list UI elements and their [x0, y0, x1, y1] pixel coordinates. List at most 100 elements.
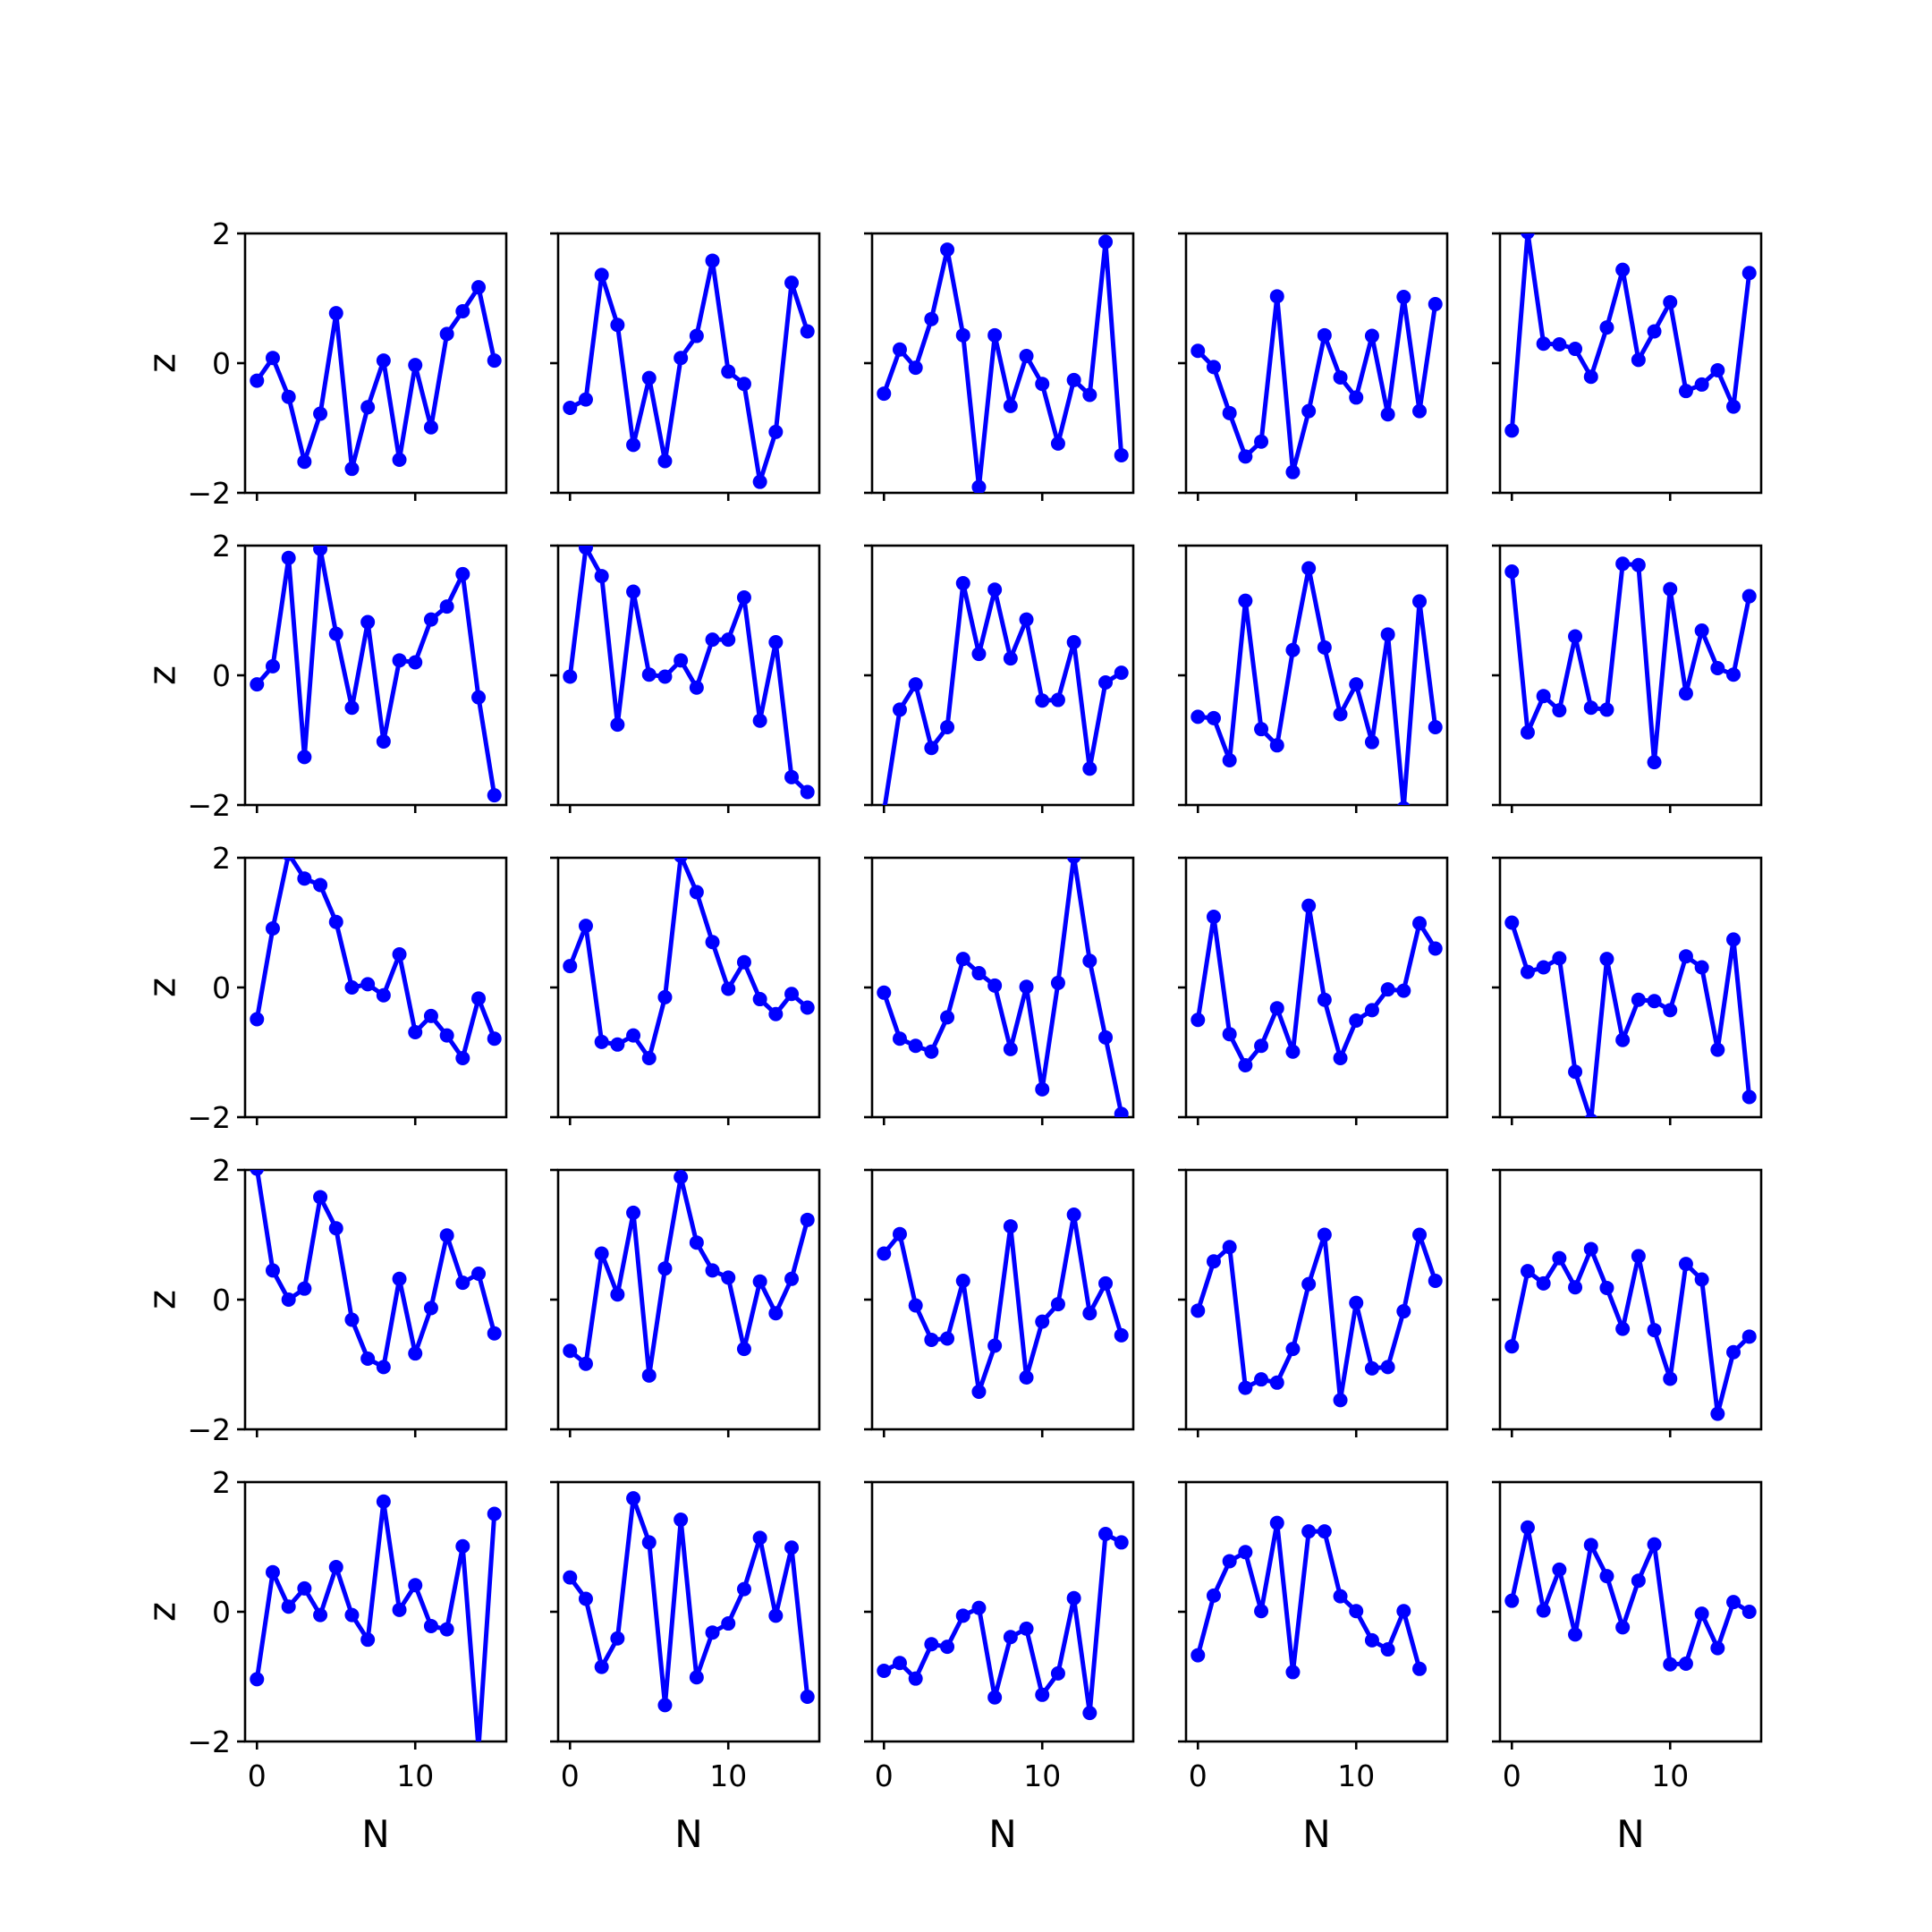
- data-point: [610, 717, 625, 733]
- data-point: [940, 1331, 955, 1346]
- y-axis-label: z: [140, 978, 184, 997]
- data-point: [1520, 724, 1535, 740]
- data-point: [736, 1581, 751, 1597]
- data-point: [1663, 1371, 1678, 1386]
- data-point: [1019, 1621, 1034, 1636]
- data-point: [1599, 952, 1614, 967]
- subplot-r2-c4: [1178, 544, 1449, 813]
- data-point: [626, 1205, 641, 1220]
- data-point: [250, 1170, 265, 1176]
- data-point: [674, 1170, 689, 1184]
- data-point: [1520, 964, 1535, 979]
- x-tick-label: 0: [248, 1758, 267, 1793]
- x-tick-label: 10: [1023, 1758, 1061, 1793]
- data-point: [721, 364, 736, 379]
- data-point: [1301, 1524, 1317, 1539]
- series-line: [567, 858, 809, 1061]
- data-point: [1710, 661, 1725, 676]
- data-point: [674, 1513, 689, 1528]
- subplot-r5-c2: 0 10N: [550, 1480, 821, 1856]
- data-point: [1035, 377, 1050, 392]
- data-point: [1726, 1595, 1741, 1610]
- data-point: [1647, 324, 1662, 339]
- data-point: [1412, 1227, 1428, 1242]
- y-tick-label: 0: [212, 970, 231, 1005]
- x-tick-label: 10: [1337, 1758, 1375, 1793]
- data-point: [752, 1274, 767, 1289]
- data-point: [1647, 755, 1662, 770]
- subplot-r3-c4: [1178, 856, 1449, 1125]
- subplot-r4-c5: [1492, 1168, 1763, 1437]
- data-point: [752, 474, 767, 489]
- subplot-r1-c2: [550, 232, 821, 501]
- data-point: [1238, 1380, 1253, 1395]
- data-point: [1504, 564, 1520, 579]
- series-group: [877, 234, 1129, 493]
- data-point: [360, 400, 376, 415]
- data-point: [1552, 1250, 1567, 1266]
- data-point: [1396, 290, 1411, 305]
- data-point: [768, 1306, 784, 1321]
- data-point: [657, 989, 673, 1004]
- data-point: [1726, 1344, 1741, 1360]
- y-tick-label: 0: [212, 346, 231, 381]
- y-tick-label: −2: [187, 1724, 231, 1759]
- data-point: [1599, 1569, 1614, 1584]
- data-point: [594, 267, 609, 283]
- data-point: [1003, 1630, 1018, 1645]
- series-line: [568, 1174, 810, 1378]
- y-tick-label: 2: [212, 1465, 231, 1500]
- data-point: [1568, 342, 1583, 357]
- data-point: [1710, 1406, 1725, 1421]
- data-point: [1191, 1648, 1206, 1663]
- data-point: [1583, 369, 1598, 385]
- subplot-r2-c5: [1492, 544, 1763, 813]
- data-point: [1035, 693, 1050, 708]
- data-point: [641, 1535, 657, 1550]
- x-tick-label: 0: [1189, 1758, 1208, 1793]
- data-point: [641, 1051, 657, 1066]
- data-point: [1333, 369, 1348, 385]
- axes-frame: [870, 1480, 1135, 1743]
- data-point: [1631, 992, 1646, 1007]
- data-point: [376, 733, 391, 749]
- series-line: [881, 239, 1124, 489]
- data-point: [297, 750, 312, 765]
- x-axis-label: N: [361, 1812, 389, 1856]
- subplot-r1-c4: [1178, 232, 1449, 501]
- series-line: [881, 858, 1124, 1114]
- data-point: [563, 1343, 578, 1359]
- data-point: [360, 977, 376, 992]
- data-point: [892, 702, 907, 717]
- data-point: [423, 612, 438, 627]
- subplot-r5-c5: 0 10N: [1492, 1480, 1763, 1856]
- data-point: [1380, 982, 1395, 997]
- data-point: [1615, 1620, 1631, 1635]
- data-point: [1333, 1051, 1348, 1066]
- data-point: [1396, 1604, 1411, 1619]
- data-point: [1222, 1554, 1237, 1569]
- data-point: [1520, 1264, 1535, 1279]
- data-point: [800, 1212, 815, 1227]
- data-point: [1380, 407, 1395, 422]
- data-point: [1412, 594, 1428, 609]
- data-point: [439, 599, 454, 614]
- data-point: [455, 1538, 470, 1554]
- data-point: [800, 784, 815, 800]
- data-point: [1599, 320, 1614, 335]
- subplot-r4-c4: [1178, 1168, 1449, 1437]
- data-point: [1003, 398, 1018, 413]
- data-point: [721, 981, 736, 996]
- series-group: [563, 546, 815, 800]
- axes-frame: [1498, 232, 1763, 495]
- data-point: [1254, 1604, 1269, 1619]
- data-point: [892, 342, 907, 357]
- data-point: [705, 935, 720, 950]
- data-point: [610, 1287, 625, 1302]
- data-point: [955, 1608, 970, 1623]
- data-point: [487, 788, 502, 803]
- data-point: [1191, 1013, 1206, 1028]
- data-point: [705, 1263, 720, 1278]
- data-point: [1238, 449, 1253, 464]
- data-point: [408, 1578, 423, 1593]
